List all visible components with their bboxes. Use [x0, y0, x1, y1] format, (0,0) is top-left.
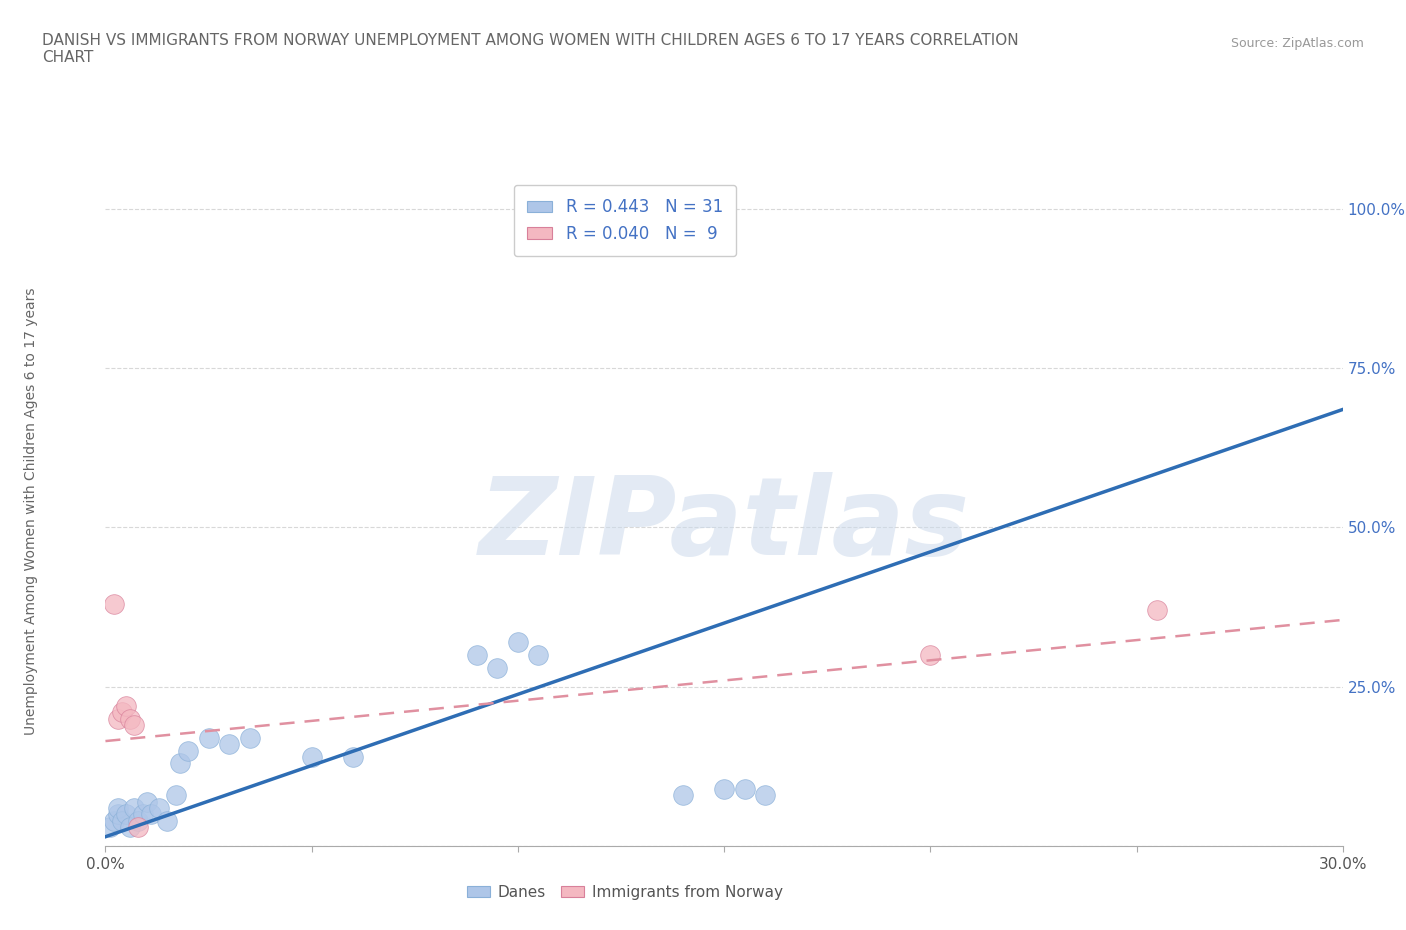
Point: [98, 819, 121, 834]
Point: [148, 801, 170, 816]
Point: [165, 788, 187, 803]
Point: [486, 660, 509, 675]
Point: [177, 743, 200, 758]
Point: [301, 750, 323, 764]
Point: [218, 737, 240, 751]
Point: [568, 220, 591, 235]
Text: Source: ZipAtlas.com: Source: ZipAtlas.com: [1230, 37, 1364, 50]
Point: [135, 794, 157, 809]
Point: [120, 711, 142, 726]
Point: [120, 819, 142, 834]
Point: [342, 750, 364, 764]
Point: [124, 801, 146, 816]
Point: [127, 819, 149, 834]
Point: [1146, 603, 1168, 618]
Point: [197, 730, 219, 745]
Point: [115, 698, 138, 713]
Point: [107, 801, 129, 816]
Point: [115, 807, 138, 822]
Point: [107, 807, 129, 822]
Point: [107, 711, 129, 726]
Point: [239, 730, 262, 745]
Point: [124, 718, 146, 733]
Point: [111, 705, 134, 720]
Point: [920, 647, 942, 662]
Point: [131, 807, 153, 822]
Point: [103, 596, 125, 611]
Text: ZIPatlas: ZIPatlas: [478, 472, 970, 578]
Point: [465, 647, 488, 662]
Point: [103, 814, 125, 829]
Point: [156, 814, 179, 829]
Point: [713, 781, 735, 796]
Point: [527, 647, 550, 662]
Point: [506, 635, 529, 650]
Point: [734, 781, 756, 796]
Point: [127, 814, 149, 829]
Point: [754, 788, 776, 803]
Point: [672, 788, 695, 803]
Legend: Danes, Immigrants from Norway: Danes, Immigrants from Norway: [461, 879, 789, 906]
Point: [169, 756, 191, 771]
Point: [111, 814, 134, 829]
Text: Unemployment Among Women with Children Ages 6 to 17 years: Unemployment Among Women with Children A…: [24, 287, 38, 736]
Text: DANISH VS IMMIGRANTS FROM NORWAY UNEMPLOYMENT AMONG WOMEN WITH CHILDREN AGES 6 T: DANISH VS IMMIGRANTS FROM NORWAY UNEMPLO…: [42, 33, 1019, 65]
Point: [139, 807, 162, 822]
